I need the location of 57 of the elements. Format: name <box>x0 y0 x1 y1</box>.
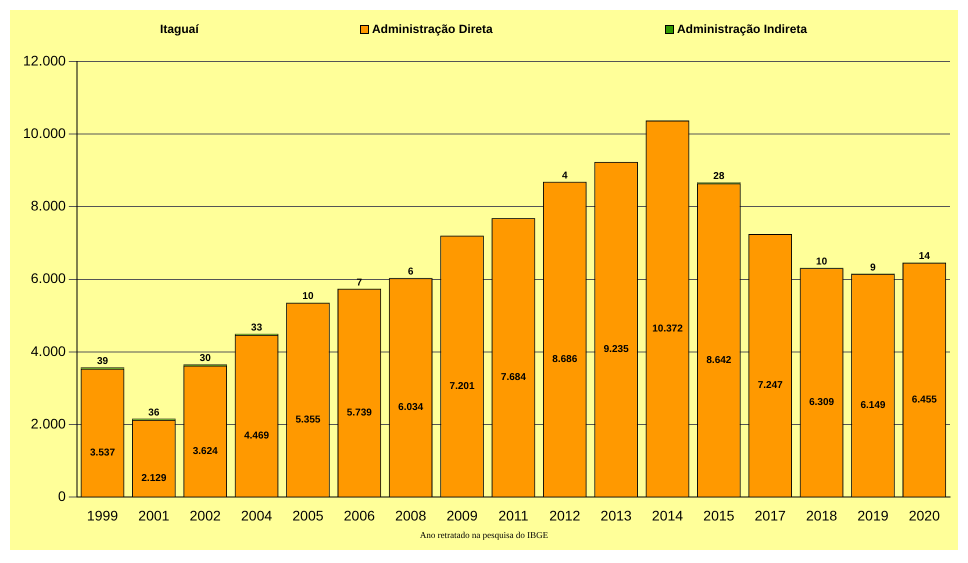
data-label: 9 <box>870 262 876 274</box>
data-label: 3.624 <box>192 446 218 457</box>
x-tick-label: 2011 <box>498 507 529 524</box>
data-label: 28 <box>713 171 725 182</box>
data-label: 9.235 <box>604 344 630 356</box>
x-tick-label: 2001 <box>138 507 170 524</box>
y-tick-label: 8.000 <box>30 198 66 214</box>
data-label: 6.034 <box>398 402 424 414</box>
data-label: 7.684 <box>500 372 526 384</box>
data-label: 6.455 <box>912 394 938 406</box>
x-tick-label: 2012 <box>549 507 581 524</box>
x-tick-label: 2015 <box>703 507 735 524</box>
x-tick-label: 2008 <box>395 507 426 524</box>
data-label: 8.642 <box>706 354 732 366</box>
data-label: 10 <box>816 256 828 268</box>
y-tick-label: 2.000 <box>30 415 66 432</box>
data-label: 3.537 <box>90 447 116 458</box>
data-label: 7.247 <box>758 380 784 392</box>
data-label: 30 <box>200 353 212 364</box>
y-tick-label: 10.000 <box>22 124 66 141</box>
x-tick-label: 2002 <box>190 507 222 524</box>
legend-title: Itaguaí <box>160 22 199 36</box>
data-label: 36 <box>148 407 160 418</box>
data-label: 10 <box>302 291 314 302</box>
x-tick-label: 2013 <box>600 507 632 524</box>
y-tick-label: 0 <box>58 488 66 504</box>
data-label: 8.686 <box>552 354 578 365</box>
data-label: 4.469 <box>244 430 270 442</box>
data-label: 6 <box>408 266 414 278</box>
data-label: 10.372 <box>652 323 684 334</box>
data-label: 33 <box>251 322 263 334</box>
legend-label: Administração Indireta <box>677 22 808 36</box>
x-tick-label: 2006 <box>344 507 376 524</box>
data-label: 5.355 <box>295 414 321 426</box>
data-label: 2.129 <box>141 473 167 484</box>
data-label: 14 <box>918 251 930 262</box>
data-label: 39 <box>96 356 108 368</box>
x-tick-label: 1999 <box>86 507 118 524</box>
x-tick-label: 2019 <box>857 507 889 524</box>
x-tick-label: 2020 <box>908 507 940 524</box>
legend-label: Administração Direta <box>372 22 493 36</box>
x-axis-title: Ano retratado na pesquisa do IBGE <box>418 530 550 540</box>
data-label: 6.309 <box>809 397 835 408</box>
data-label: 7.201 <box>450 380 475 392</box>
x-tick-label: 2005 <box>292 507 324 524</box>
x-tick-label: 2014 <box>652 507 684 524</box>
y-tick-label: 12.000 <box>22 52 66 68</box>
y-tick-label: 4.000 <box>30 342 66 359</box>
data-label: 7 <box>356 277 363 288</box>
data-label: 4 <box>562 170 568 182</box>
data-label: 5.739 <box>346 407 372 418</box>
x-tick-label: 2004 <box>241 507 272 524</box>
data-label: 6.149 <box>860 400 886 412</box>
y-tick-label: 6.000 <box>30 270 66 286</box>
x-tick-label: 2009 <box>446 507 478 524</box>
x-tick-label: 2017 <box>754 507 786 524</box>
x-tick-label: 2018 <box>806 507 838 524</box>
